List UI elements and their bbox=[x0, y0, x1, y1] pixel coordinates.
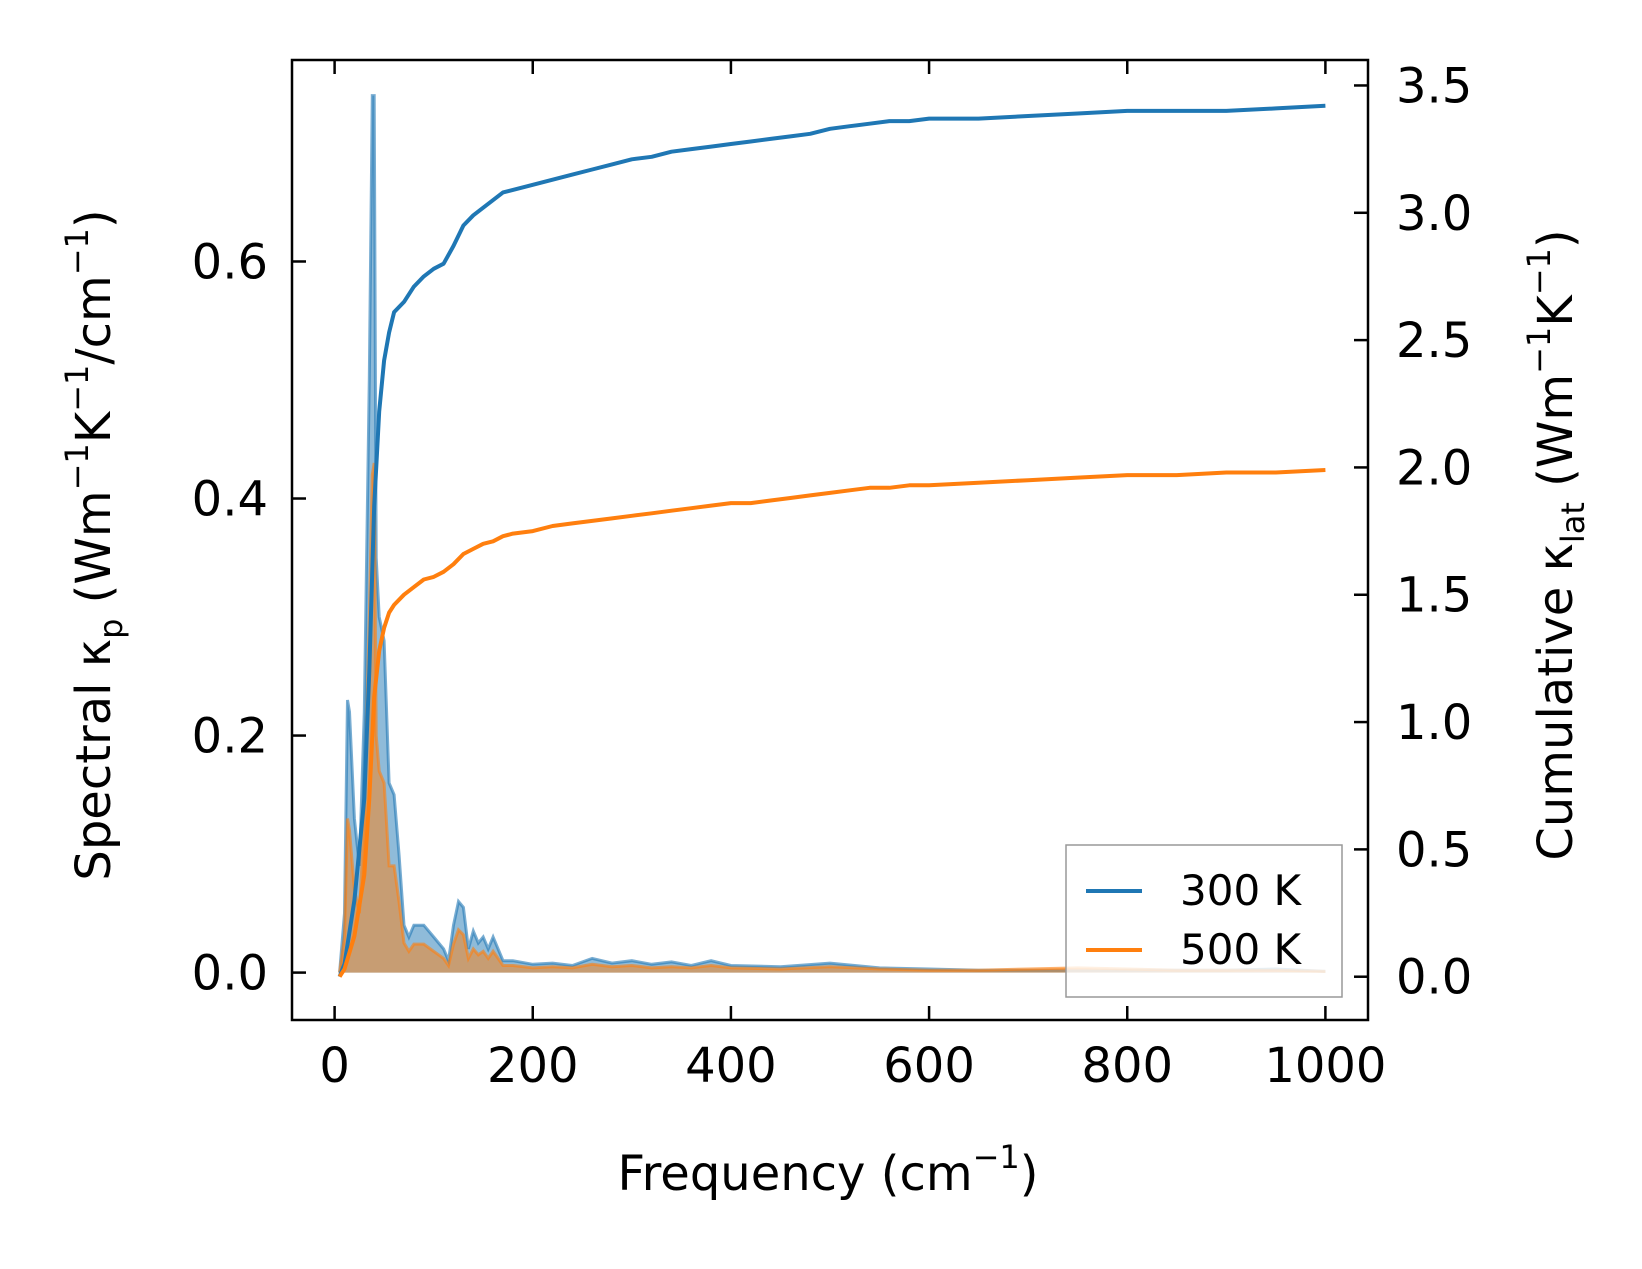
y-right-tick-label: 1.5 bbox=[1396, 568, 1472, 624]
legend-label-500k: 500 K bbox=[1180, 925, 1303, 974]
y-right-tick-label: 0.5 bbox=[1396, 822, 1472, 878]
x-axis-ticks: 0 200 400 600 800 1000 bbox=[319, 60, 1386, 1094]
x-tick-label: 200 bbox=[487, 1038, 579, 1094]
y-right-tick-label: 1.0 bbox=[1396, 695, 1472, 751]
spectral-line-500k bbox=[338, 462, 1326, 973]
x-tick-label: 400 bbox=[685, 1038, 777, 1094]
spectral-line-300k bbox=[338, 94, 1326, 973]
legend-label-300k: 300 K bbox=[1180, 866, 1303, 915]
x-tick-label: 800 bbox=[1081, 1038, 1173, 1094]
y-right-axis-ticks: 0.0 0.5 1.0 1.5 2.0 2.5 3.0 3.5 bbox=[1354, 58, 1472, 1006]
y-right-tick-label: 2.5 bbox=[1396, 313, 1472, 369]
spectral-series-layer bbox=[338, 94, 1326, 973]
cumulative-series-layer bbox=[337, 103, 1326, 978]
legend: 300 K 500 K bbox=[1065, 844, 1343, 998]
y-right-tick-label: 3.0 bbox=[1396, 186, 1472, 242]
y-right-tick-label: 3.5 bbox=[1396, 58, 1472, 114]
y-left-tick-label: 0.0 bbox=[192, 946, 268, 1002]
x-tick-label: 0 bbox=[319, 1038, 350, 1094]
x-tick-label: 1000 bbox=[1264, 1038, 1386, 1094]
x-axis-label: Frequency (cm−1) bbox=[617, 1138, 1038, 1202]
x-tick-label: 600 bbox=[883, 1038, 975, 1094]
y-right-tick-label: 2.0 bbox=[1396, 440, 1472, 496]
y-right-axis-label: Cumulative κlat (Wm−1K−1) bbox=[1520, 229, 1592, 860]
y-left-axis-label: Spectral κp (Wm−1K−1/cm−1) bbox=[58, 209, 130, 880]
cumulative-line-500k bbox=[337, 468, 1326, 978]
cumulative-line-300k bbox=[337, 103, 1326, 978]
legend-box bbox=[1065, 844, 1343, 998]
plot-frame bbox=[290, 58, 1370, 1022]
y-left-tick-label: 0.4 bbox=[192, 472, 268, 528]
y-left-axis-ticks: 0.0 0.2 0.4 0.6 bbox=[192, 234, 306, 1002]
y-left-tick-label: 0.2 bbox=[192, 709, 268, 765]
y-right-tick-label: 0.0 bbox=[1396, 950, 1472, 1006]
y-left-tick-label: 0.6 bbox=[192, 234, 268, 290]
